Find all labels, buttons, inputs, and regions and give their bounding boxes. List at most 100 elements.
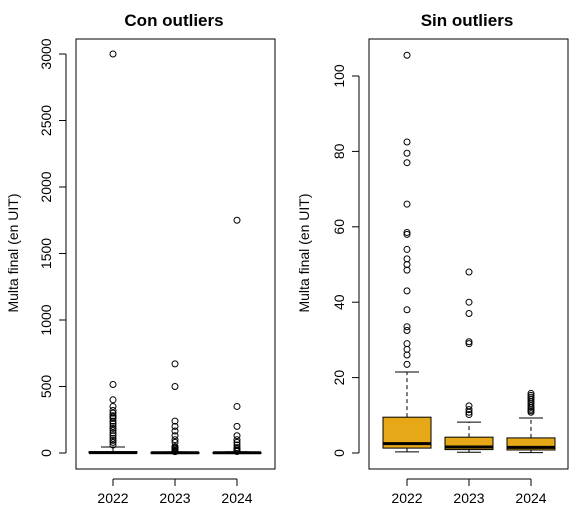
outlier-point bbox=[233, 432, 241, 440]
y-tick-label: 40 bbox=[331, 294, 347, 310]
outlier-point bbox=[109, 50, 117, 58]
outlier-point bbox=[109, 436, 117, 444]
y-tick-label: 1000 bbox=[38, 304, 54, 335]
outlier-point bbox=[233, 438, 241, 446]
box-2022 bbox=[382, 51, 432, 453]
y-tick-label: 100 bbox=[331, 64, 347, 88]
outlier-point bbox=[109, 396, 117, 404]
y-axis: 0 20 40 60 80 100 bbox=[331, 64, 360, 457]
outlier-point bbox=[109, 441, 117, 449]
outlier-point bbox=[403, 245, 411, 253]
outlier-point bbox=[403, 340, 411, 348]
boxes bbox=[382, 51, 556, 454]
outlier-point bbox=[465, 338, 473, 346]
outlier-point bbox=[109, 381, 117, 389]
outlier-point bbox=[403, 51, 411, 59]
outlier-point bbox=[403, 228, 411, 236]
y-tick-label: 500 bbox=[38, 375, 54, 399]
y-tick-label: 0 bbox=[331, 449, 347, 457]
outlier-point bbox=[109, 417, 117, 425]
outlier-point bbox=[403, 261, 411, 268]
y-tick-label: 2000 bbox=[38, 171, 54, 202]
x-tick-label: 2022 bbox=[391, 490, 422, 506]
box-2023 bbox=[150, 360, 200, 456]
outlier-point bbox=[233, 441, 241, 449]
outlier-point bbox=[465, 340, 473, 348]
outlier-point bbox=[109, 420, 117, 428]
x-tick-label: 2024 bbox=[515, 490, 546, 506]
outlier-point bbox=[109, 434, 117, 442]
x-tick-label: 2023 bbox=[159, 490, 190, 506]
outlier-point bbox=[465, 411, 473, 419]
outlier-point bbox=[403, 159, 411, 167]
y-tick-label: 2500 bbox=[38, 105, 54, 136]
y-axis-label: Multa final (en UIT) bbox=[5, 193, 21, 312]
x-tick-label: 2024 bbox=[221, 490, 252, 506]
x-axis: 2022 2023 2024 bbox=[391, 478, 547, 506]
y-tick-label: 3000 bbox=[38, 38, 54, 69]
outlier-point bbox=[465, 402, 473, 410]
outlier-point bbox=[109, 412, 117, 420]
outlier-point bbox=[171, 383, 179, 390]
outlier-point bbox=[171, 436, 179, 444]
outlier-point bbox=[171, 427, 179, 435]
box-2024 bbox=[506, 389, 556, 454]
y-tick-label: 60 bbox=[331, 219, 347, 235]
plot-frame bbox=[368, 38, 569, 470]
outlier-point bbox=[109, 422, 117, 430]
y-tick-label: 20 bbox=[331, 370, 347, 386]
outlier-point bbox=[233, 436, 241, 444]
x-axis: 2022 2023 2024 bbox=[97, 478, 253, 506]
y-tick-label: 80 bbox=[331, 143, 347, 159]
boxes bbox=[88, 50, 262, 456]
outlier-point bbox=[233, 444, 241, 452]
plot-frame bbox=[75, 38, 276, 470]
outlier-point bbox=[403, 360, 411, 368]
outlier-point bbox=[233, 216, 241, 224]
outlier-point bbox=[465, 406, 473, 414]
outlier-point bbox=[109, 426, 117, 434]
outlier-point bbox=[109, 409, 117, 417]
outlier-point bbox=[403, 323, 411, 331]
y-axis-label: Multa final (en UIT) bbox=[296, 193, 312, 312]
outlier-point bbox=[109, 402, 117, 410]
outlier-point bbox=[403, 326, 411, 334]
outlier-point bbox=[109, 432, 117, 440]
panel-sin-outliers: Sin outliers Multa final (en UIT) 0 20 40 6… bbox=[296, 11, 569, 506]
outlier-point bbox=[109, 424, 117, 432]
outlier-point bbox=[403, 306, 411, 314]
outlier-point bbox=[465, 298, 473, 306]
outlier-point bbox=[171, 438, 179, 446]
outlier-point bbox=[403, 138, 411, 146]
outlier-point bbox=[403, 255, 411, 263]
panel-title: Sin outliers bbox=[421, 11, 514, 30]
outlier-point bbox=[527, 391, 535, 399]
outlier-point bbox=[233, 422, 241, 430]
outlier-point bbox=[527, 393, 535, 401]
outlier-point bbox=[171, 417, 179, 425]
outlier-point bbox=[403, 200, 411, 208]
outlier-point bbox=[527, 389, 535, 397]
y-axis: 0 500 1000 1500 2000 2500 3000 bbox=[38, 38, 67, 457]
outlier-point bbox=[233, 402, 241, 410]
outlier-point bbox=[171, 422, 179, 430]
outlier-point bbox=[465, 310, 473, 318]
outlier-point bbox=[403, 149, 411, 157]
outlier-point bbox=[403, 266, 411, 274]
outlier-point bbox=[109, 429, 117, 437]
outlier-point bbox=[403, 351, 411, 359]
box-2022 bbox=[88, 50, 138, 455]
outlier-point bbox=[465, 268, 473, 276]
outlier-point bbox=[109, 406, 117, 414]
outlier-point bbox=[403, 230, 411, 238]
box-2024 bbox=[212, 216, 262, 456]
x-tick-label: 2022 bbox=[97, 490, 128, 506]
outlier-point bbox=[109, 438, 117, 446]
outlier-point bbox=[403, 287, 411, 295]
outlier-point bbox=[171, 432, 179, 440]
x-tick-label: 2023 bbox=[453, 490, 484, 506]
outlier-point bbox=[403, 345, 411, 353]
y-tick-label: 1500 bbox=[38, 238, 54, 269]
outlier-point bbox=[171, 360, 179, 368]
